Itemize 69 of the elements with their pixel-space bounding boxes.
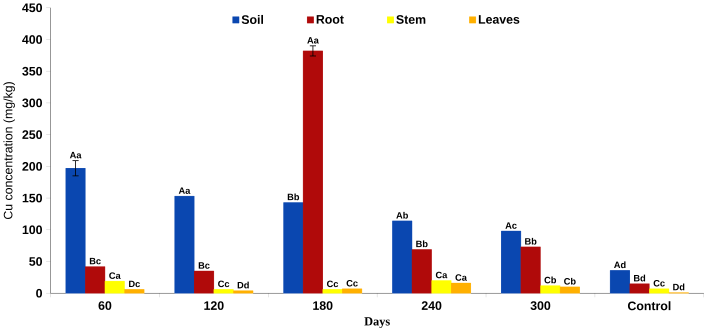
x-tick-label: Control [628,301,670,310]
annotation: Ad [614,261,626,268]
bar [412,249,432,294]
bar [501,230,522,294]
annotation: Bd [634,274,646,282]
bar [450,282,471,294]
bar [174,196,194,294]
legend-label: Root [316,14,344,24]
annotation: Bc [198,262,210,269]
x-tick-label: 120 [204,300,224,310]
bar [610,270,630,294]
y-tick-label: 50 [29,256,42,266]
x-tick-label: 300 [530,300,550,310]
bar [124,288,144,294]
bar [104,280,125,294]
legend-label: Soil [242,14,264,24]
legend-label: Stem [396,14,426,24]
bar [540,285,560,294]
legend-label: Leaves [478,14,520,24]
bar [392,220,412,294]
annotation: Aa [70,152,82,158]
annotation: Bb [416,240,428,247]
bar [66,168,86,294]
y-tick-label: 250 [22,130,42,139]
y-tick-label: 350 [22,66,42,76]
annotation: Cc [218,280,230,287]
annotation: Cb [564,278,576,284]
y-tick-label: 400 [22,34,42,44]
annotation: Ab [396,212,408,218]
bar [630,283,650,294]
bar [283,202,304,294]
bar [342,288,362,294]
y-tick-label: 0 [36,288,42,298]
y-tick-label: 100 [22,225,42,234]
annotation: Cc [327,280,338,287]
annotation: Ca [455,274,467,281]
annotation: Cb [544,276,556,284]
annotation: Ca [436,271,448,278]
y-axis-title: Cu concentration (mg/kg) [3,82,15,219]
annotation: Ca [109,272,121,279]
annotation: Aa [178,187,190,194]
bar [85,266,106,294]
annotation: Bb [525,238,536,244]
bar [649,288,670,294]
bar [322,288,343,294]
annotation: Dd [673,283,684,290]
annotation: Aa [307,36,319,44]
y-tick-label: 150 [22,193,42,202]
annotation: Bc [90,258,101,264]
x-tick-label: 60 [98,300,112,310]
x-tick-label: 180 [313,300,332,310]
annotation: Dd [238,281,249,288]
bar [233,290,254,294]
annotation: Ac [505,222,517,229]
y-tick-label: 300 [22,98,42,108]
y-tick-label: 450 [22,3,42,12]
y-tick-label: 200 [22,162,42,170]
bar [520,246,541,294]
x-tick-label: 240 [422,300,442,310]
annotation: Cc [654,280,665,286]
bar [194,270,214,294]
annotation: Dc [129,280,140,287]
bar [214,288,234,294]
bar [431,280,452,294]
bar [560,286,580,294]
x-axis-title: Days [364,317,390,328]
annotation: Cc [346,280,358,286]
bar [302,50,323,294]
annotation: Bb [288,193,300,200]
